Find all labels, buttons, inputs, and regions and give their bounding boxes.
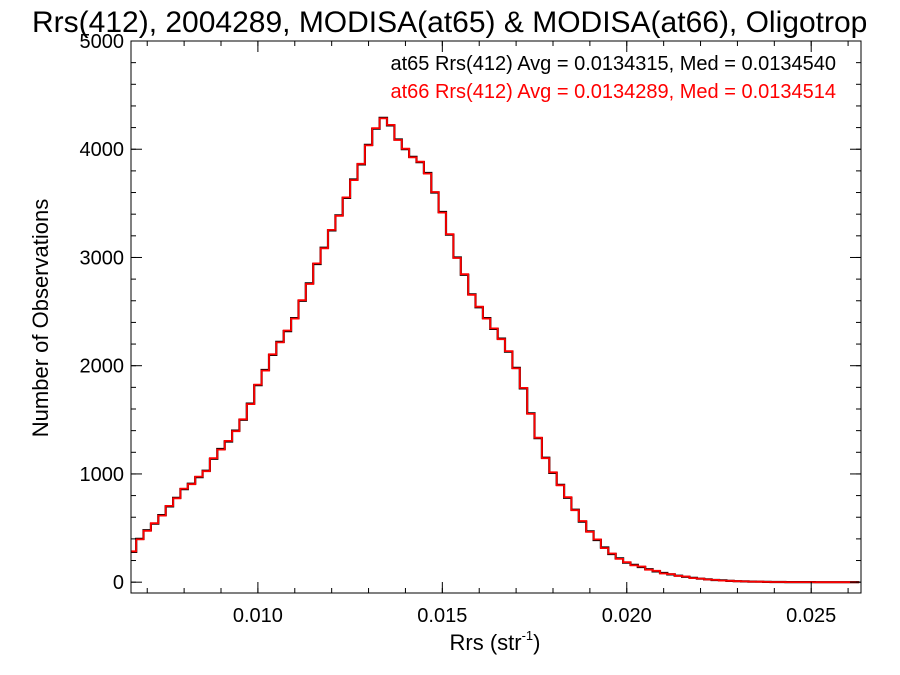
legend-entry-at65: at65 Rrs(412) Avg = 0.0134315, Med = 0.0… — [390, 53, 836, 75]
y-tick-label: 3000 — [80, 247, 125, 269]
axes-layer: 0.010 0.015 0.020 0.025 0 1000 2000 3000 4000 500… — [80, 31, 862, 627]
series-at66-line — [131, 117, 860, 584]
chart-title: Rrs(412), 2004289, MODISA(at65) & MODISA… — [32, 6, 867, 39]
series-at65-line — [131, 116, 860, 584]
y-tick-label: 5000 — [80, 31, 125, 53]
y-tick-label: 0 — [113, 572, 124, 594]
series-layer — [131, 116, 860, 584]
y-tick-label: 1000 — [80, 464, 125, 486]
x-axis-label-main: Rrs (str — [450, 630, 522, 655]
x-axis-label-superscript: -1 — [522, 628, 534, 643]
x-axis-label-close: ) — [533, 630, 540, 655]
y-tick-label: 2000 — [80, 356, 125, 378]
plot-frame — [130, 40, 862, 594]
x-tick-label: 0.020 — [602, 605, 652, 627]
x-tick-label: 0.010 — [233, 605, 283, 627]
y-tick-label: 4000 — [80, 139, 125, 161]
legend-entry-at66: at66 Rrs(412) Avg = 0.0134289, Med = 0.0… — [390, 81, 836, 103]
y-axis-label: Number of Observations — [28, 199, 53, 437]
x-axis-label: Rrs (str-1) — [450, 628, 541, 655]
x-tick-label: 0.015 — [417, 605, 467, 627]
x-tick-label: 0.025 — [786, 605, 836, 627]
